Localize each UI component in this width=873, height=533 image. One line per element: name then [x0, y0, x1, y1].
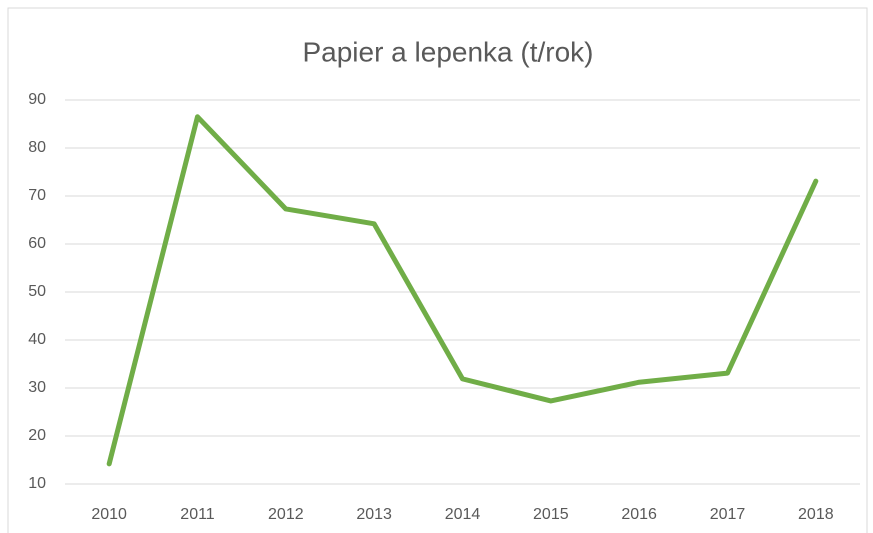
y-tick-label: 30 — [28, 379, 46, 396]
chart-frame — [7, 7, 868, 533]
y-tick-label: 80 — [28, 139, 46, 156]
x-tick-label: 2018 — [798, 506, 834, 523]
x-tick-label: 2011 — [180, 506, 215, 523]
y-tick-label: 10 — [28, 475, 46, 492]
x-tick-label: 2014 — [445, 506, 481, 523]
y-tick-label: 40 — [28, 331, 46, 348]
x-tick-label: 2015 — [533, 506, 569, 523]
x-tick-label: 2017 — [710, 506, 746, 523]
y-tick-label: 70 — [28, 187, 46, 204]
chart-title: Papier a lepenka (t/rok) — [302, 36, 593, 67]
y-tick-label: 50 — [28, 283, 46, 300]
x-tick-label: 2013 — [356, 506, 392, 523]
x-tick-label: 2012 — [268, 506, 304, 523]
line-series — [106, 114, 819, 467]
y-tick-label: 60 — [28, 235, 46, 252]
y-tick-label: 90 — [28, 91, 46, 108]
x-tick-label: 2016 — [621, 506, 657, 523]
y-tick-label: 20 — [28, 427, 46, 444]
x-tick-label: 2010 — [91, 506, 127, 523]
